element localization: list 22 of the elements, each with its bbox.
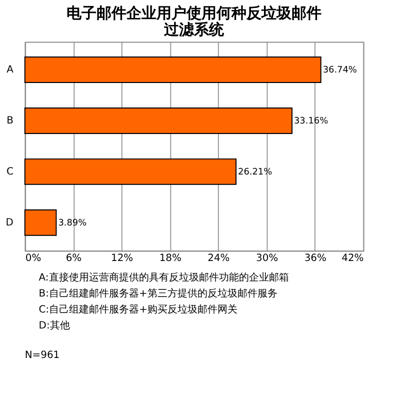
text: N=961 [24,350,60,362]
data-label: 33.16% [294,116,328,127]
x-tick-label: 12% [110,253,134,264]
data-label: 36.74% [322,66,357,76]
x-tick-label: 6% [66,253,82,264]
y-tick-label: B [6,116,14,127]
x-tick-label: 36% [304,253,326,264]
x-tick-label: 30% [256,253,278,264]
text: A:直接使用运营商提供的具有反垃圾邮件功能的企业邮箱 [38,272,289,284]
data-label: 26.21% [238,168,272,178]
x-tick-label: 24% [208,253,230,264]
y-tick-label: C [6,166,14,178]
text: D:其他 [38,319,70,332]
text: B:自己组建邮件服务器+第三方提供的反垃圾邮件服务 [38,287,278,300]
x-tick-label: 18% [159,253,182,264]
x-tick-label: 0% [25,253,42,264]
text: C:自己组建邮件服务器+购买反垃圾邮件网关 [38,303,238,316]
y-tick-label: D [6,218,14,229]
chart-title: 电子邮件企业用户使用何种反垃圾邮件过滤系统 [66,4,322,39]
y-tick-label: A [6,64,14,76]
data-label: 3.89% [58,218,87,229]
x-tick-label: 42% [342,253,364,264]
